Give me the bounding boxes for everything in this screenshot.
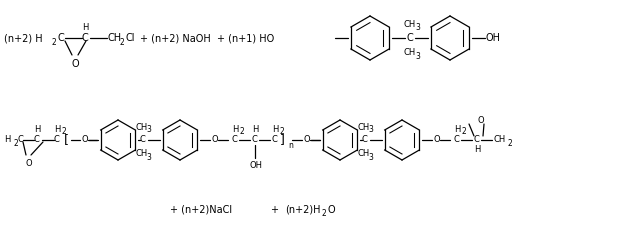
Text: O: O: [71, 59, 79, 69]
Text: OH: OH: [486, 33, 501, 43]
Text: CH: CH: [358, 123, 371, 132]
Text: 2: 2: [279, 128, 284, 137]
Text: C: C: [362, 136, 368, 145]
Text: O: O: [81, 136, 88, 145]
Text: H: H: [82, 23, 88, 32]
Text: (n+2) H: (n+2) H: [4, 33, 43, 43]
Text: [: [: [64, 133, 69, 146]
Text: C: C: [406, 33, 413, 43]
Text: 2: 2: [507, 140, 512, 149]
Text: 2: 2: [120, 37, 125, 46]
Text: O: O: [303, 136, 310, 145]
Text: H: H: [54, 126, 60, 135]
Text: 3: 3: [146, 126, 151, 135]
Text: H: H: [34, 126, 40, 135]
Text: CH: CH: [403, 19, 415, 28]
Text: ]: ]: [280, 133, 285, 146]
Text: Cl: Cl: [125, 33, 134, 43]
Text: H: H: [232, 126, 238, 135]
Text: 2: 2: [322, 210, 327, 219]
Text: 2: 2: [461, 128, 466, 137]
Text: H: H: [272, 126, 278, 135]
Text: C: C: [454, 136, 460, 145]
Text: 3: 3: [146, 152, 151, 161]
Text: C: C: [474, 136, 480, 145]
Text: H: H: [474, 146, 481, 155]
Text: 2: 2: [62, 128, 67, 137]
Text: C: C: [140, 136, 146, 145]
Text: C: C: [57, 33, 64, 43]
Text: 2: 2: [239, 128, 244, 137]
Text: 3: 3: [415, 23, 420, 32]
Text: H: H: [4, 136, 10, 145]
Text: OH: OH: [250, 161, 263, 170]
Text: CH: CH: [136, 149, 148, 158]
Text: CH: CH: [107, 33, 121, 43]
Text: 3: 3: [368, 152, 373, 161]
Text: C: C: [272, 136, 278, 145]
Text: C: C: [252, 136, 258, 145]
Text: O: O: [477, 115, 484, 124]
Text: 3: 3: [415, 51, 420, 60]
Text: n: n: [288, 141, 293, 150]
Text: H: H: [252, 126, 259, 135]
Text: 3: 3: [368, 126, 373, 135]
Text: 2: 2: [13, 140, 18, 149]
Text: O: O: [211, 136, 218, 145]
Text: 2: 2: [52, 37, 57, 46]
Text: + (n+2)NaCl: + (n+2)NaCl: [170, 205, 232, 215]
Text: CH: CH: [403, 47, 415, 56]
Text: O: O: [433, 136, 440, 145]
Text: C: C: [18, 136, 24, 145]
Text: C: C: [54, 136, 60, 145]
Text: O: O: [328, 205, 335, 215]
Text: CH: CH: [136, 123, 148, 132]
Text: CH: CH: [358, 149, 371, 158]
Text: C: C: [232, 136, 238, 145]
Text: (n+2)H: (n+2)H: [285, 205, 321, 215]
Text: C: C: [82, 33, 89, 43]
Text: C: C: [34, 136, 40, 145]
Text: H: H: [454, 126, 460, 135]
Text: + (n+2) NaOH  + (n+1) HO: + (n+2) NaOH + (n+1) HO: [140, 33, 275, 43]
Text: O: O: [25, 159, 31, 168]
Text: CH: CH: [494, 136, 506, 145]
Text: +: +: [270, 205, 278, 215]
